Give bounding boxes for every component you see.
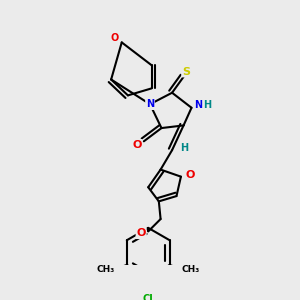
Text: O: O [185, 170, 194, 180]
Text: CH₃: CH₃ [182, 265, 200, 274]
Text: N: N [146, 99, 154, 109]
Text: O: O [110, 33, 119, 43]
Text: Cl: Cl [143, 294, 154, 300]
Text: O: O [136, 228, 146, 238]
Text: H: H [180, 143, 188, 153]
Text: N: N [194, 100, 202, 110]
Text: S: S [182, 67, 190, 76]
Text: H: H [203, 100, 211, 110]
Text: O: O [132, 140, 141, 150]
Text: CH₃: CH₃ [97, 265, 115, 274]
